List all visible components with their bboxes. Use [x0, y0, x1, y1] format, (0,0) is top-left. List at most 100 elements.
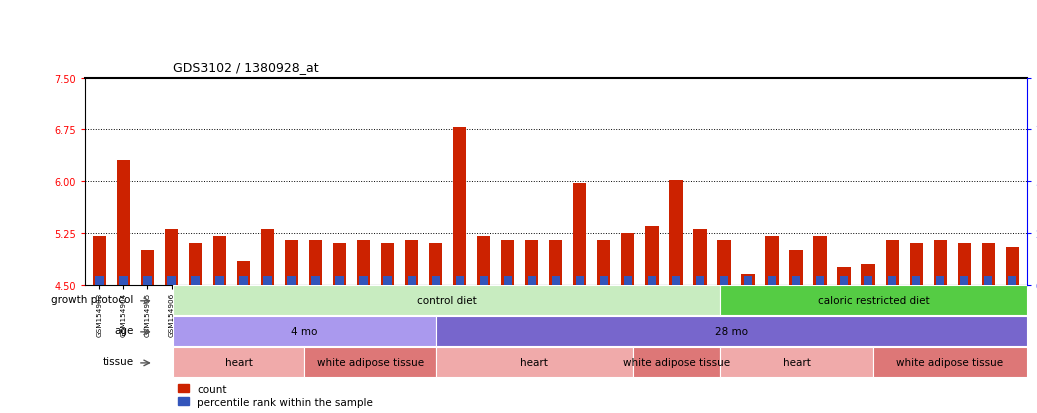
Bar — [909, 244, 923, 285]
Bar — [720, 276, 728, 285]
Bar — [933, 240, 947, 285]
Text: heart: heart — [783, 357, 811, 368]
Bar — [309, 240, 323, 285]
Bar — [744, 276, 752, 285]
Bar — [960, 276, 969, 285]
Bar — [984, 276, 992, 285]
Bar — [957, 244, 971, 285]
Text: tissue: tissue — [103, 356, 134, 366]
Bar — [789, 251, 803, 285]
Bar — [119, 276, 128, 285]
Text: white adipose tissue: white adipose tissue — [896, 357, 1004, 368]
Bar — [840, 276, 848, 285]
Bar — [813, 237, 826, 285]
Bar — [721, 347, 873, 377]
Bar — [576, 276, 584, 285]
Bar — [936, 276, 945, 285]
Bar — [479, 276, 488, 285]
Bar — [93, 237, 106, 285]
Bar — [621, 233, 635, 285]
Bar — [528, 276, 536, 285]
Bar — [173, 317, 436, 346]
Bar — [261, 230, 274, 285]
Bar — [216, 276, 224, 285]
Text: heart: heart — [225, 357, 253, 368]
Bar — [718, 240, 731, 285]
Bar — [525, 240, 538, 285]
Bar — [143, 276, 151, 285]
Bar — [311, 276, 319, 285]
Bar — [721, 286, 1027, 316]
Bar — [95, 276, 104, 285]
Bar — [886, 240, 899, 285]
Bar — [213, 237, 226, 285]
Bar — [384, 276, 392, 285]
Bar — [633, 347, 721, 377]
Text: white adipose tissue: white adipose tissue — [623, 357, 730, 368]
Bar — [436, 347, 633, 377]
Bar — [287, 276, 296, 285]
Text: growth protocol: growth protocol — [51, 294, 134, 304]
Bar — [838, 268, 850, 285]
Bar — [597, 240, 611, 285]
Bar — [672, 276, 680, 285]
Bar — [408, 276, 416, 285]
Bar — [623, 276, 633, 285]
Text: 28 mo: 28 mo — [714, 326, 748, 337]
Bar — [335, 276, 344, 285]
Bar — [477, 237, 491, 285]
Bar — [1006, 247, 1018, 285]
Bar — [405, 240, 418, 285]
Bar — [912, 276, 921, 285]
Bar — [117, 161, 130, 285]
Bar — [765, 237, 779, 285]
Bar — [285, 240, 299, 285]
Bar — [648, 276, 656, 285]
Bar — [599, 276, 608, 285]
Bar — [573, 183, 587, 285]
Bar — [431, 276, 440, 285]
Bar — [669, 180, 682, 285]
Bar — [263, 276, 272, 285]
Bar — [191, 276, 200, 285]
Bar — [141, 251, 155, 285]
Bar — [357, 240, 370, 285]
Bar — [381, 244, 394, 285]
Legend: count, percentile rank within the sample: count, percentile rank within the sample — [178, 384, 373, 407]
Bar — [864, 276, 872, 285]
Text: caloric restricted diet: caloric restricted diet — [817, 295, 929, 306]
Bar — [862, 264, 874, 285]
Bar — [767, 276, 777, 285]
Bar — [165, 230, 178, 285]
Bar — [360, 276, 368, 285]
Bar — [550, 240, 562, 285]
Bar — [792, 276, 801, 285]
Text: GDS3102 / 1380928_at: GDS3102 / 1380928_at — [173, 62, 318, 74]
Bar — [504, 276, 512, 285]
Text: white adipose tissue: white adipose tissue — [316, 357, 424, 368]
Bar — [552, 276, 560, 285]
Text: 4 mo: 4 mo — [291, 326, 317, 337]
Bar — [741, 275, 755, 285]
Bar — [436, 317, 1027, 346]
Text: control diet: control diet — [417, 295, 477, 306]
Bar — [429, 244, 443, 285]
Bar — [189, 244, 202, 285]
Bar — [305, 347, 436, 377]
Bar — [333, 244, 346, 285]
Text: heart: heart — [521, 357, 549, 368]
Bar — [453, 128, 467, 285]
Bar — [1008, 276, 1016, 285]
Bar — [696, 276, 704, 285]
Bar — [982, 244, 994, 285]
Bar — [645, 226, 658, 285]
Bar — [237, 261, 250, 285]
Bar — [816, 276, 824, 285]
Bar — [501, 240, 514, 285]
Bar — [173, 347, 305, 377]
Bar — [167, 276, 175, 285]
Bar — [873, 347, 1027, 377]
Bar — [694, 230, 706, 285]
Bar — [455, 276, 464, 285]
Text: age: age — [114, 325, 134, 335]
